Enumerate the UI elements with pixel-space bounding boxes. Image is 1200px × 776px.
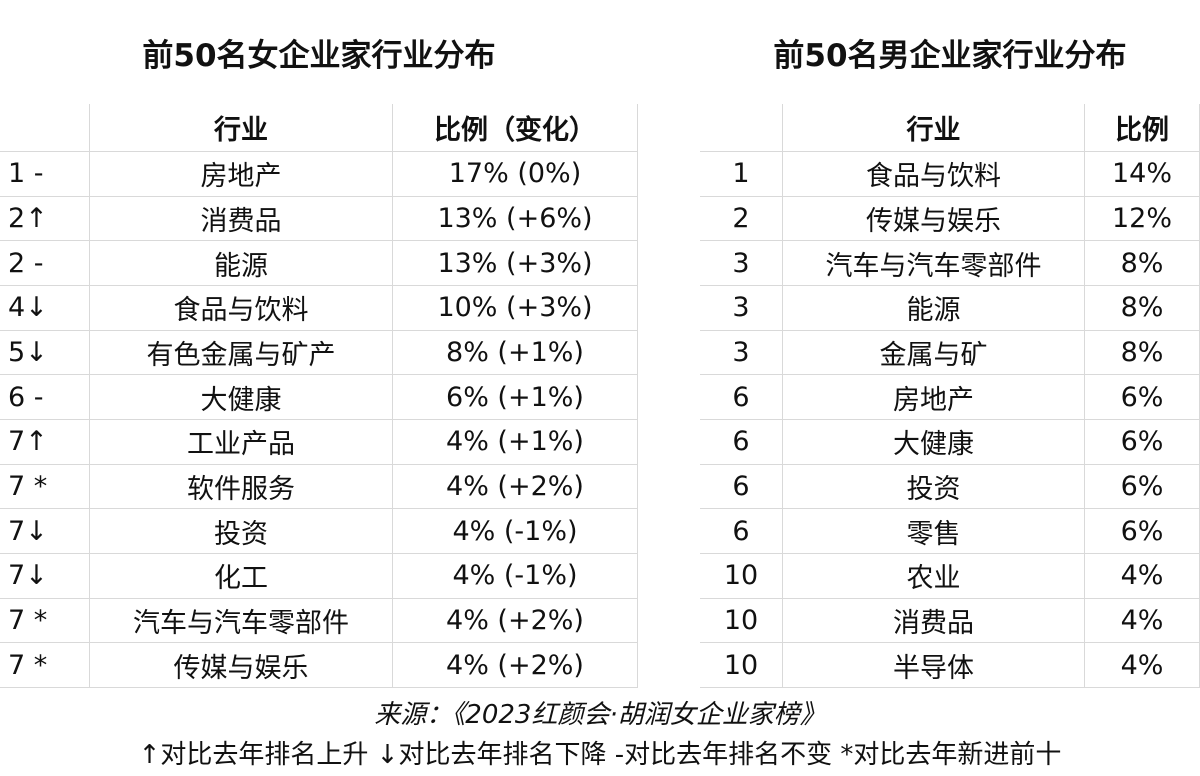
ratio-cell: 8% (+1%) — [393, 330, 638, 376]
header-cell: 比例 — [1085, 104, 1200, 152]
ratio-cell: 8% — [1085, 241, 1200, 286]
rank-cell: 2 - — [0, 241, 90, 286]
ratio-cell: 6% — [1085, 375, 1200, 420]
ratio-cell: 4% (+1%) — [393, 420, 638, 465]
rank-cell: 7 * — [0, 643, 90, 689]
header-cell: 比例（变化） — [393, 104, 638, 152]
source: 来源：《2023红颜会·胡润女企业家榜》 — [374, 700, 826, 730]
header-cell — [0, 104, 90, 152]
legend: ↑对比去年排名上升 ↓对比去年排名下降 -对比去年排名不变 *对比去年新进前十 — [138, 740, 1062, 770]
industry-cell: 食品与饮料 — [783, 152, 1085, 197]
industry-cell: 大健康 — [90, 375, 393, 420]
ratio-cell: 8% — [1085, 330, 1200, 376]
ratio-cell: 4% (+2%) — [393, 464, 638, 510]
rank-cell: 1 — [700, 152, 783, 197]
rank-cell: 1 - — [0, 152, 90, 197]
ratio-cell: 13% (+6%) — [393, 196, 638, 242]
ratio-cell: 14% — [1085, 152, 1200, 197]
industry-cell: 传媒与娱乐 — [783, 196, 1085, 242]
rank-cell: 10 — [700, 643, 783, 689]
rank-cell: 6 — [700, 464, 783, 510]
rank-cell: 7 * — [0, 464, 90, 510]
industry-cell: 食品与饮料 — [90, 286, 393, 331]
table-title: 前50名女企业家行业分布 — [142, 38, 496, 74]
ratio-cell: 6% (+1%) — [393, 375, 638, 420]
rank-cell: 7 * — [0, 598, 90, 644]
rank-cell: 7↓ — [0, 554, 90, 599]
rank-cell: 2↑ — [0, 196, 90, 242]
ratio-cell: 4% — [1085, 643, 1200, 689]
industry-cell: 传媒与娱乐 — [90, 643, 393, 689]
ratio-cell: 4% (-1%) — [393, 554, 638, 599]
rank-cell: 3 — [700, 241, 783, 286]
industry-cell: 化工 — [90, 554, 393, 599]
rank-cell: 3 — [700, 330, 783, 376]
industry-cell: 软件服务 — [90, 464, 393, 510]
rank-cell: 6 — [700, 509, 783, 555]
rank-cell: 3 — [700, 286, 783, 331]
ratio-cell: 17% (0%) — [393, 152, 638, 197]
rank-cell: 10 — [700, 554, 783, 599]
industry-cell: 能源 — [783, 286, 1085, 331]
rank-cell: 10 — [700, 598, 783, 644]
rank-cell: 5↓ — [0, 330, 90, 376]
table-title: 前50名男企业家行业分布 — [773, 38, 1127, 74]
industry-cell: 能源 — [90, 241, 393, 286]
industry-cell: 消费品 — [783, 598, 1085, 644]
industry-cell: 汽车与汽车零部件 — [783, 241, 1085, 286]
industry-cell: 金属与矿 — [783, 330, 1085, 376]
ratio-cell: 4% — [1085, 554, 1200, 599]
header-cell — [700, 104, 783, 152]
rank-cell: 7↓ — [0, 509, 90, 555]
industry-cell: 大健康 — [783, 420, 1085, 465]
ratio-cell: 4% (+2%) — [393, 598, 638, 644]
ratio-cell: 12% — [1085, 196, 1200, 242]
industry-cell: 有色金属与矿产 — [90, 330, 393, 376]
ratio-cell: 13% (+3%) — [393, 241, 638, 286]
ratio-cell: 4% (-1%) — [393, 509, 638, 555]
ratio-cell: 6% — [1085, 464, 1200, 510]
ratio-cell: 10% (+3%) — [393, 286, 638, 331]
ratio-cell: 4% — [1085, 598, 1200, 644]
industry-cell: 工业产品 — [90, 420, 393, 465]
industry-cell: 投资 — [783, 464, 1085, 510]
ratio-cell: 8% — [1085, 286, 1200, 331]
header-cell: 行业 — [90, 104, 393, 152]
ratio-cell: 6% — [1085, 509, 1200, 555]
industry-cell: 汽车与汽车零部件 — [90, 598, 393, 644]
header-cell: 行业 — [783, 104, 1085, 152]
industry-cell: 半导体 — [783, 643, 1085, 689]
rank-cell: 6 — [700, 420, 783, 465]
rank-cell: 7↑ — [0, 420, 90, 465]
rank-cell: 4↓ — [0, 286, 90, 331]
industry-cell: 零售 — [783, 509, 1085, 555]
industry-cell: 房地产 — [90, 152, 393, 197]
rank-cell: 2 — [700, 196, 783, 242]
industry-cell: 房地产 — [783, 375, 1085, 420]
industry-cell: 消费品 — [90, 196, 393, 242]
ratio-cell: 6% — [1085, 420, 1200, 465]
rank-cell: 6 - — [0, 375, 90, 420]
ratio-cell: 4% (+2%) — [393, 643, 638, 689]
industry-cell: 投资 — [90, 509, 393, 555]
rank-cell: 6 — [700, 375, 783, 420]
industry-cell: 农业 — [783, 554, 1085, 599]
